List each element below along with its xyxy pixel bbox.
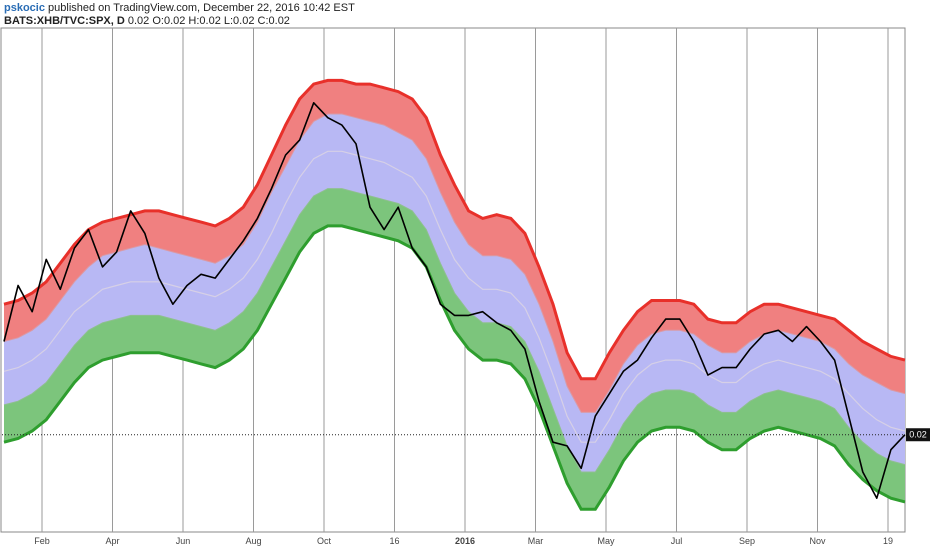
x-tick-label: Aug	[245, 536, 261, 546]
x-tick-label: Jun	[176, 536, 191, 546]
x-tick-label: Sep	[739, 536, 755, 546]
price-line	[3, 102, 906, 499]
upper-inner-line	[3, 113, 906, 413]
middle-line	[3, 150, 906, 443]
ohlc-values: 0.02 O:0.02 H:0.02 L:0.02 C:0.02	[124, 15, 290, 27]
x-tick-label: 16	[389, 536, 399, 546]
chart-header: pskocic published on TradingView.com, De…	[4, 2, 355, 28]
last-value-text: 0.02	[909, 430, 927, 440]
upper-outer-line	[3, 78, 906, 381]
publish-line: pskocic published on TradingView.com, De…	[4, 2, 355, 15]
x-axis-ticks: Feb Apr Jun Aug Oct 16 2016 Mar May Jul Sep Nov 19	[34, 536, 893, 546]
price-series	[3, 102, 906, 499]
upper-band-fill	[4, 80, 905, 413]
username-link[interactable]: pskocic	[4, 2, 45, 14]
published-text: published on TradingView.com, December 2…	[44, 2, 355, 14]
lower-outer-line	[3, 224, 906, 511]
x-tick-label: 19	[883, 536, 893, 546]
x-tick-label: Nov	[809, 536, 826, 546]
lower-inner-line	[3, 188, 906, 473]
x-tick-label: Apr	[105, 536, 119, 546]
last-value-bg	[906, 428, 930, 442]
lower-band-fill	[4, 188, 905, 510]
x-tick-label: May	[597, 536, 615, 546]
x-tick-label: Jul	[671, 536, 683, 546]
symbol-label: BATS:XHB/TVC:SPX, D	[4, 15, 125, 27]
x-tick-label: Mar	[528, 536, 544, 546]
envelope-bands	[3, 78, 906, 511]
x-tick-label: Oct	[317, 536, 332, 546]
x-tick-label: Feb	[34, 536, 50, 546]
ohlc-line: BATS:XHB/TVC:SPX, D 0.02 O:0.02 H:0.02 L…	[4, 15, 355, 28]
last-value-tag: 0.02	[906, 428, 930, 442]
x-tick-label: 2016	[455, 536, 475, 546]
